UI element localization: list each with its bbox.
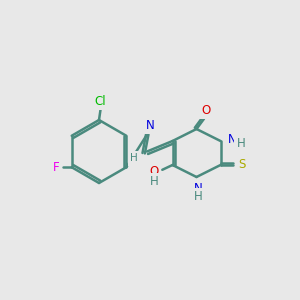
Text: S: S	[239, 158, 246, 172]
Text: N: N	[146, 118, 154, 132]
Text: N: N	[194, 182, 202, 195]
Text: N: N	[227, 133, 236, 146]
Text: Cl: Cl	[95, 95, 106, 108]
Text: O: O	[201, 104, 210, 117]
Text: H: H	[149, 175, 158, 188]
Text: H: H	[236, 137, 245, 150]
Text: H: H	[194, 190, 202, 203]
Text: O: O	[149, 165, 158, 178]
Text: F: F	[53, 161, 59, 174]
Text: H: H	[130, 153, 138, 164]
